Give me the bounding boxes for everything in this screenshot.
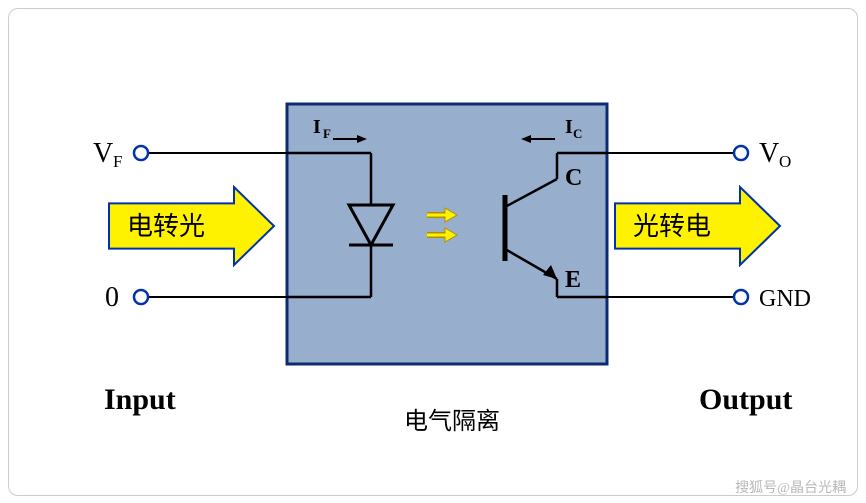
- label-gnd: GND: [759, 286, 811, 312]
- terminal-vo: [734, 146, 748, 160]
- caption-isolation: 电气隔离: [404, 408, 500, 435]
- caption-output: Output: [699, 383, 792, 416]
- label-vo: V: [759, 138, 779, 169]
- watermark-text: 搜狐号@晶台光耦: [735, 477, 846, 497]
- diagram-svg: VF0VOGND电转光光转电CEIFICInputOutput电气隔离: [9, 9, 857, 495]
- label-e: E: [565, 267, 581, 293]
- terminal-vf: [134, 146, 148, 160]
- caption-input: Input: [104, 383, 176, 416]
- outer-frame: VF0VOGND电转光光转电CEIFICInputOutput电气隔离: [8, 8, 858, 496]
- label-if: I: [313, 116, 321, 138]
- svg-text:O: O: [779, 152, 791, 171]
- terminal-0: [134, 290, 148, 304]
- label-vf: V: [93, 138, 113, 169]
- terminal-gnd: [734, 290, 748, 304]
- label-ic: I: [565, 116, 573, 138]
- label-0: 0: [105, 282, 119, 313]
- label-c: C: [565, 165, 582, 191]
- arrow-light-to-elec-label: 光转电: [633, 212, 711, 241]
- svg-text:C: C: [573, 126, 582, 141]
- arrow-elec-to-light-label: 电转光: [127, 212, 205, 241]
- svg-text:F: F: [323, 126, 331, 141]
- svg-text:F: F: [113, 152, 122, 171]
